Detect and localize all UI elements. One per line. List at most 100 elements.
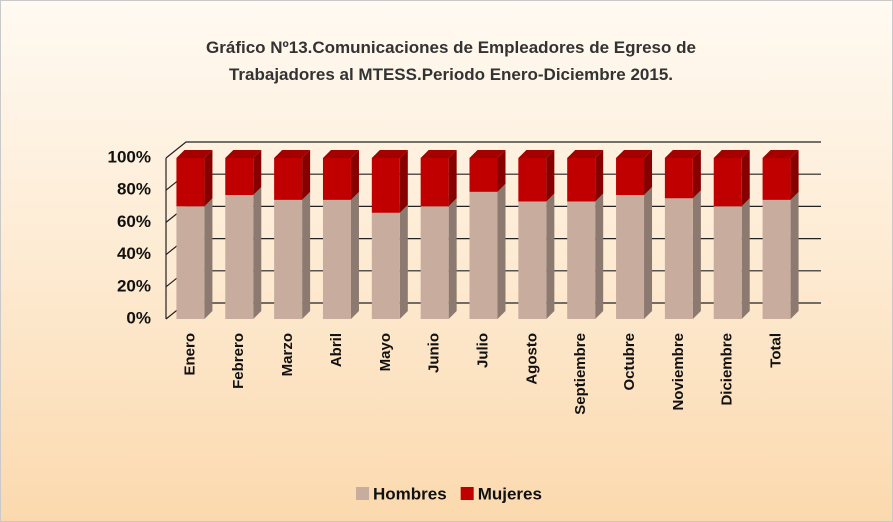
- bar: [225, 195, 254, 319]
- bar: [274, 158, 303, 200]
- bar: [664, 158, 693, 199]
- bar-top: [616, 150, 653, 158]
- bar-segment: [225, 187, 262, 319]
- legend-swatch: [356, 487, 369, 500]
- bar-side: [399, 150, 408, 213]
- bar-side: [302, 191, 311, 319]
- bar-side: [497, 183, 506, 319]
- bar: [322, 158, 351, 200]
- bar-segment: [322, 150, 359, 200]
- bar-segment: [274, 191, 311, 319]
- bar-segment: [469, 183, 506, 319]
- x-tick-label: Noviembre: [670, 333, 687, 411]
- bar-side: [546, 193, 555, 319]
- bar: [371, 158, 400, 213]
- bar-segment: [664, 190, 701, 319]
- bar: [518, 201, 547, 319]
- bar: [322, 199, 351, 319]
- bar-top: [176, 150, 213, 158]
- bar-segment: [322, 191, 359, 319]
- bar: [225, 158, 254, 196]
- bar-segment: [420, 150, 457, 207]
- x-tick-label: Julio: [474, 333, 491, 368]
- x-tick-label: Junio: [426, 333, 443, 373]
- x-tick-label: Octubre: [621, 333, 638, 391]
- bar-segment: [567, 150, 604, 202]
- bar-top: [420, 150, 457, 158]
- bar-side: [595, 150, 604, 202]
- bar-side: [692, 150, 701, 199]
- bar-segment: [664, 150, 701, 199]
- bar-top: [322, 150, 359, 158]
- bar-side: [399, 204, 408, 319]
- y-tick-label: 60%: [117, 212, 151, 231]
- bar-top: [567, 150, 604, 158]
- bar-segment: [762, 191, 799, 319]
- chart-title: Gráfico Nº13.Comunicaciones de Empleador…: [206, 38, 696, 84]
- bar: [713, 206, 742, 319]
- bar: [176, 206, 205, 319]
- bar: [371, 212, 400, 319]
- x-tick-label: Septiembre: [572, 333, 589, 415]
- bar-top: [225, 150, 262, 158]
- bar-top: [371, 150, 408, 158]
- bar-side: [204, 150, 213, 207]
- bar-side: [595, 193, 604, 319]
- bar-side: [448, 198, 457, 319]
- bar-side: [204, 198, 213, 319]
- bar: [274, 199, 303, 319]
- bar: [762, 158, 791, 200]
- bar-segment: [420, 198, 457, 319]
- bar: [469, 191, 498, 319]
- bar-side: [546, 150, 555, 202]
- bar-side: [741, 150, 750, 207]
- bar: [616, 158, 645, 196]
- bar-side: [790, 191, 799, 319]
- bar: [762, 199, 791, 319]
- bar-side: [644, 187, 653, 319]
- y-tick-label: 80%: [117, 180, 151, 199]
- x-tick-label: Agosto: [523, 333, 540, 385]
- bar-segment: [371, 150, 408, 213]
- bar-segment: [176, 198, 213, 319]
- y-tick-label: 20%: [117, 276, 151, 295]
- bar-segment: [274, 150, 311, 200]
- bar-segment: [518, 150, 555, 202]
- bar-segment: [616, 150, 653, 196]
- legend-label: Hombres: [373, 484, 447, 503]
- x-tick-label: Abril: [328, 333, 345, 367]
- x-tick-label: Enero: [181, 333, 198, 376]
- bar-side: [448, 150, 457, 207]
- bar-segment: [762, 150, 799, 200]
- x-tick-label: Diciembre: [719, 333, 736, 406]
- bar-segment: [176, 150, 213, 207]
- legend-swatch: [460, 487, 474, 500]
- legend-label: Mujeres: [478, 484, 542, 503]
- bar-top: [274, 150, 311, 158]
- y-tick-label: 100%: [108, 147, 151, 166]
- bar: [567, 201, 596, 319]
- x-tick-label: Mayo: [377, 333, 394, 371]
- y-tick-label: 40%: [117, 244, 151, 263]
- bar: [567, 158, 596, 202]
- bar-side: [741, 198, 750, 319]
- bar-segment: [713, 198, 750, 319]
- bar-segment: [518, 193, 555, 319]
- y-tick-label: 0%: [126, 308, 151, 327]
- bar-segment: [616, 187, 653, 319]
- bar-segment: [371, 204, 408, 319]
- bar-segment: [567, 193, 604, 319]
- bar-side: [497, 150, 506, 192]
- bar-side: [302, 150, 311, 200]
- bar-side: [350, 150, 359, 200]
- bar-top: [469, 150, 506, 158]
- bar-segment: [713, 150, 750, 207]
- bar-side: [253, 150, 262, 196]
- bar-segment: [469, 150, 506, 192]
- bar-side: [350, 191, 359, 319]
- bar-top: [762, 150, 799, 158]
- x-tick-label: Marzo: [279, 333, 296, 376]
- bar: [616, 195, 645, 319]
